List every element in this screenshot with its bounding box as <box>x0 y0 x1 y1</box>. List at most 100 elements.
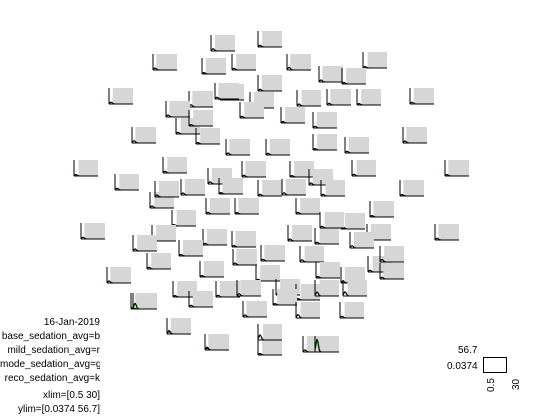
uncertainty-band <box>112 88 133 104</box>
uncertainty-band <box>319 280 339 296</box>
channel-subplot <box>312 112 337 129</box>
uncertainty-band <box>219 281 240 297</box>
channel-subplot <box>239 102 264 119</box>
uncertainty-band <box>317 134 337 150</box>
uncertainty-band <box>294 161 314 177</box>
channel-subplot <box>205 198 230 215</box>
uncertainty-band <box>344 267 365 283</box>
channel-subplot <box>326 89 351 106</box>
uncertainty-band <box>413 88 434 104</box>
channel-subplot <box>210 35 235 52</box>
channel-subplot <box>409 88 434 105</box>
uncertainty-band <box>304 246 324 262</box>
channel-subplot <box>260 245 285 262</box>
uncertainty-band <box>263 324 282 340</box>
date-label: 16-Jan-2019 <box>43 317 100 328</box>
uncertainty-band <box>182 240 203 256</box>
uncertainty-band <box>348 137 369 153</box>
uncertainty-band <box>246 301 267 317</box>
channel-subplot <box>215 281 240 298</box>
channel-subplot <box>402 127 427 144</box>
channel-subplot <box>314 336 339 353</box>
xlim-label: xlim=[0.5 30] <box>43 390 100 401</box>
channel-subplot <box>195 128 220 145</box>
uncertainty-band <box>158 181 179 197</box>
channel-subplot <box>344 137 369 154</box>
uncertainty-band <box>119 174 139 190</box>
channel-subplot <box>399 180 424 197</box>
legend-entry-mode: mode_sedation_avg=g <box>0 359 100 370</box>
uncertainty-band <box>384 246 404 262</box>
channel-subplot <box>152 54 177 71</box>
channel-subplot <box>73 160 98 177</box>
channel-subplot <box>165 101 190 118</box>
channel-subplot <box>257 324 282 341</box>
channel-subplot <box>319 212 344 229</box>
channel-subplot <box>257 339 282 356</box>
uncertainty-band <box>229 139 250 155</box>
channel-subplot <box>379 263 404 280</box>
channel-subplot <box>281 179 306 196</box>
uncertainty-band <box>347 280 367 296</box>
channel-subplot <box>257 31 282 48</box>
uncertainty-band <box>151 253 171 269</box>
uncertainty-band <box>324 212 344 228</box>
uncertainty-band <box>235 231 256 247</box>
uncertainty-band <box>261 75 282 91</box>
uncertainty-band <box>356 160 376 176</box>
channel-subplot <box>234 198 259 215</box>
legend-entry-mild: mild_sedation_avg=r <box>7 345 100 356</box>
channel-subplot <box>257 75 282 92</box>
uncertainty-band <box>262 180 282 196</box>
ylim-label: ylim=[0.0374 56.7] <box>18 404 100 415</box>
channel-subplot <box>199 261 224 278</box>
uncertainty-band <box>285 179 306 195</box>
uncertainty-band <box>403 180 424 196</box>
uncertainty-band <box>330 89 351 105</box>
uncertainty-band <box>200 128 220 144</box>
channel-subplot <box>204 334 229 351</box>
uncertainty-band <box>262 31 282 47</box>
channel-subplot <box>80 223 105 240</box>
channel-subplot <box>314 280 339 297</box>
channel-subplot <box>108 88 133 105</box>
channel-subplot <box>188 91 213 108</box>
channel-subplot <box>299 246 324 263</box>
channel-subplot <box>339 302 364 319</box>
uncertainty-band <box>84 223 105 239</box>
channel-subplot <box>265 139 290 156</box>
uncertainty-band <box>344 302 364 318</box>
uncertainty-band <box>344 213 365 229</box>
legend-entry-reco: reco_sedation_avg=k <box>4 373 100 384</box>
uncertainty-band <box>319 262 340 278</box>
uncertainty-band <box>245 161 266 177</box>
channel-subplot <box>444 160 469 177</box>
channel-subplot <box>214 83 239 100</box>
channel-subplot <box>341 68 366 85</box>
uncertainty-band <box>209 334 229 350</box>
uncertainty-band <box>316 112 337 128</box>
uncertainty-band <box>383 263 404 279</box>
uncertainty-band <box>156 225 176 241</box>
uncertainty-band <box>438 224 459 240</box>
channel-subplot <box>379 246 404 263</box>
uncertainty-band <box>319 228 339 244</box>
channel-subplot <box>351 160 376 177</box>
uncertainty-band <box>78 160 98 176</box>
channel-subplot <box>106 267 131 284</box>
uncertainty-band <box>292 225 312 241</box>
uncertainty-band <box>222 178 243 194</box>
uncertainty-band <box>361 89 381 105</box>
uncertainty-band <box>300 302 320 318</box>
channel-subplot <box>315 262 340 279</box>
uncertainty-band <box>290 54 311 70</box>
uncertainty-band <box>206 229 227 245</box>
channel-subplot <box>255 265 280 282</box>
channel-subplot <box>132 293 157 310</box>
uncertainty-band <box>238 198 259 214</box>
channel-subplot <box>218 178 243 195</box>
uncertainty-band <box>370 224 391 240</box>
uncertainty-band <box>353 232 374 248</box>
uncertainty-band <box>269 139 290 155</box>
